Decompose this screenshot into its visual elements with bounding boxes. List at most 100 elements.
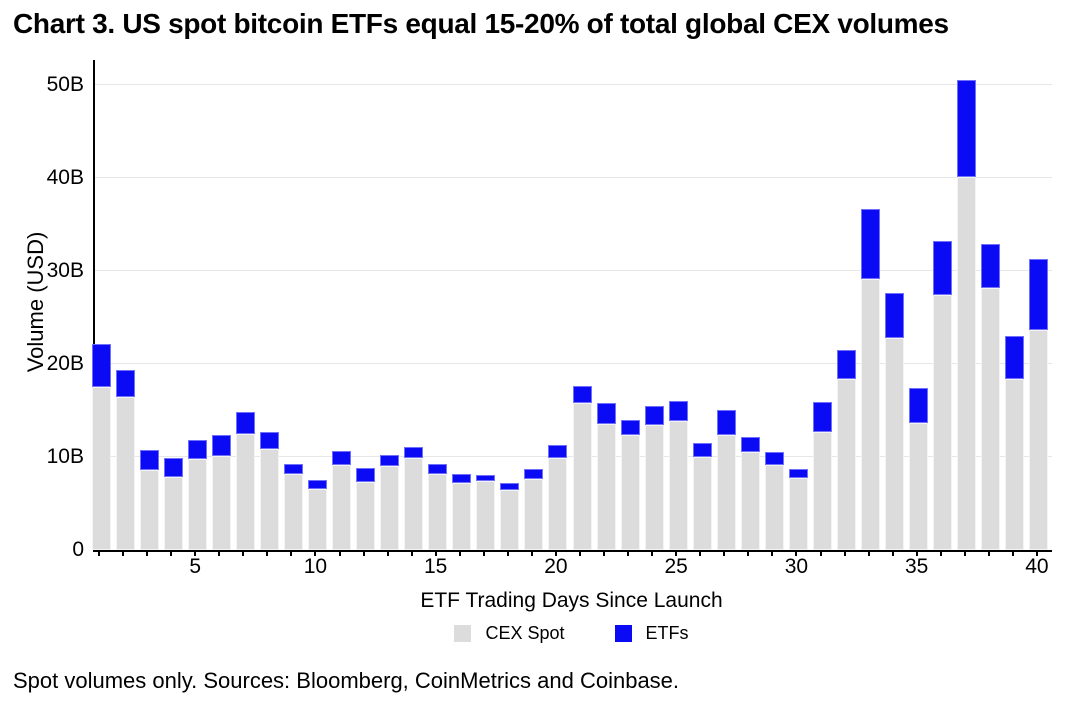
bar-segment-etfs [933,241,953,296]
bar-segment-etfs [356,468,376,483]
bar-segment-cex-spot [957,177,977,550]
bar-segment-etfs [91,343,111,388]
bar-segment-cex-spot [837,378,857,550]
bar-day-1 [91,343,111,550]
bar-segment-etfs [764,452,784,466]
x-tick-mark [386,551,389,556]
bar-day-24 [644,405,664,550]
bar-day-25 [668,401,688,550]
bar-segment-etfs [139,449,159,471]
bar-segment-etfs [283,463,303,474]
x-tick-label: 5 [189,555,202,578]
bar-day-37 [957,80,977,550]
x-tick-mark [482,551,485,556]
x-tick-mark [627,551,630,556]
bar-segment-cex-spot [788,478,808,550]
x-axis-title: ETF Trading Days Since Launch [420,589,723,612]
x-tick-mark [987,551,990,556]
x-tick-mark [939,551,942,556]
bar-segment-cex-spot [981,287,1001,550]
bar-segment-cex-spot [91,387,111,550]
bar-day-12 [356,468,376,550]
x-tick-mark [771,551,774,556]
bar-segment-etfs [692,443,712,457]
x-tick-mark [843,551,846,556]
bar-segment-cex-spot [163,477,183,550]
bar-segment-etfs [837,350,857,379]
bar-segment-cex-spot [404,457,424,550]
x-tick-label: 20 [544,555,568,578]
bar-segment-etfs [307,480,327,489]
bar-segment-cex-spot [885,337,905,550]
bar-segment-etfs [524,469,544,480]
x-tick-mark [530,551,533,556]
bar-segment-etfs [500,483,520,491]
bar-segment-etfs [957,80,977,178]
bar-segment-etfs [404,446,424,458]
bar-segment-cex-spot [259,448,279,550]
bar-segment-etfs [740,437,760,453]
bar-day-20 [548,444,568,550]
bar-day-8 [259,431,279,550]
bar-segment-cex-spot [307,488,327,550]
gridline-20B [95,363,1052,364]
x-tick-mark [699,551,702,556]
bar-segment-cex-spot [187,458,207,550]
source-note: Spot volumes only. Sources: Bloomberg, C… [13,668,680,693]
bar-day-30 [788,469,808,550]
bar-segment-cex-spot [740,452,760,550]
bar-segment-etfs [644,405,664,426]
bar-segment-cex-spot [596,423,616,550]
bar-segment-etfs [861,208,881,280]
bar-day-35 [909,388,929,550]
bar-segment-cex-spot [235,433,255,550]
bar-day-31 [813,402,832,550]
bar-segment-cex-spot [356,482,376,550]
y-tick-label: 40B [46,166,84,189]
bar-segment-etfs [596,403,616,424]
bar-day-14 [404,446,424,550]
bar-segment-etfs [476,474,496,482]
y-tick-label: 0 [72,538,84,561]
y-tick-label: 30B [46,259,84,282]
x-tick-mark [410,551,413,556]
x-tick-mark [915,551,918,556]
bar-day-26 [692,443,712,550]
bar-segment-cex-spot [620,434,640,550]
bar-segment-etfs [235,412,255,434]
bar-segment-etfs [428,464,448,474]
legend-item-cex-spot: CEX Spot [454,623,565,644]
bar-segment-cex-spot [692,457,712,550]
x-tick-mark [795,551,798,556]
bar-segment-etfs [813,402,832,432]
legend-swatch-cex-spot-icon [454,624,472,642]
bar-day-4 [163,457,183,550]
bar-day-39 [1005,336,1025,550]
bar-day-29 [764,452,784,550]
x-tick-mark [554,551,557,556]
bar-day-18 [500,483,520,550]
bar-segment-cex-spot [452,483,472,550]
bar-segment-cex-spot [909,422,929,550]
bar-day-11 [332,450,351,550]
x-tick-mark [266,551,269,556]
bar-segment-etfs [332,450,351,466]
legend: CEX Spot ETFs [93,620,1050,646]
x-tick-mark [146,551,149,556]
x-tick-mark [819,551,822,556]
x-tick-mark [194,551,197,556]
bar-segment-cex-spot [380,466,400,550]
bar-segment-cex-spot [476,481,496,550]
y-tick-label: 50B [46,73,84,96]
bar-segment-etfs [620,419,640,435]
bar-segment-cex-spot [139,470,159,550]
x-tick-mark [675,551,678,556]
bar-segment-cex-spot [1005,378,1025,550]
x-tick-mark [170,551,173,556]
gridline-40B [95,177,1052,178]
bar-segment-etfs [668,401,688,421]
x-tick-mark [218,551,221,556]
bar-day-22 [596,403,616,550]
bar-segment-cex-spot [500,490,520,550]
x-tick-mark [1011,551,1014,556]
